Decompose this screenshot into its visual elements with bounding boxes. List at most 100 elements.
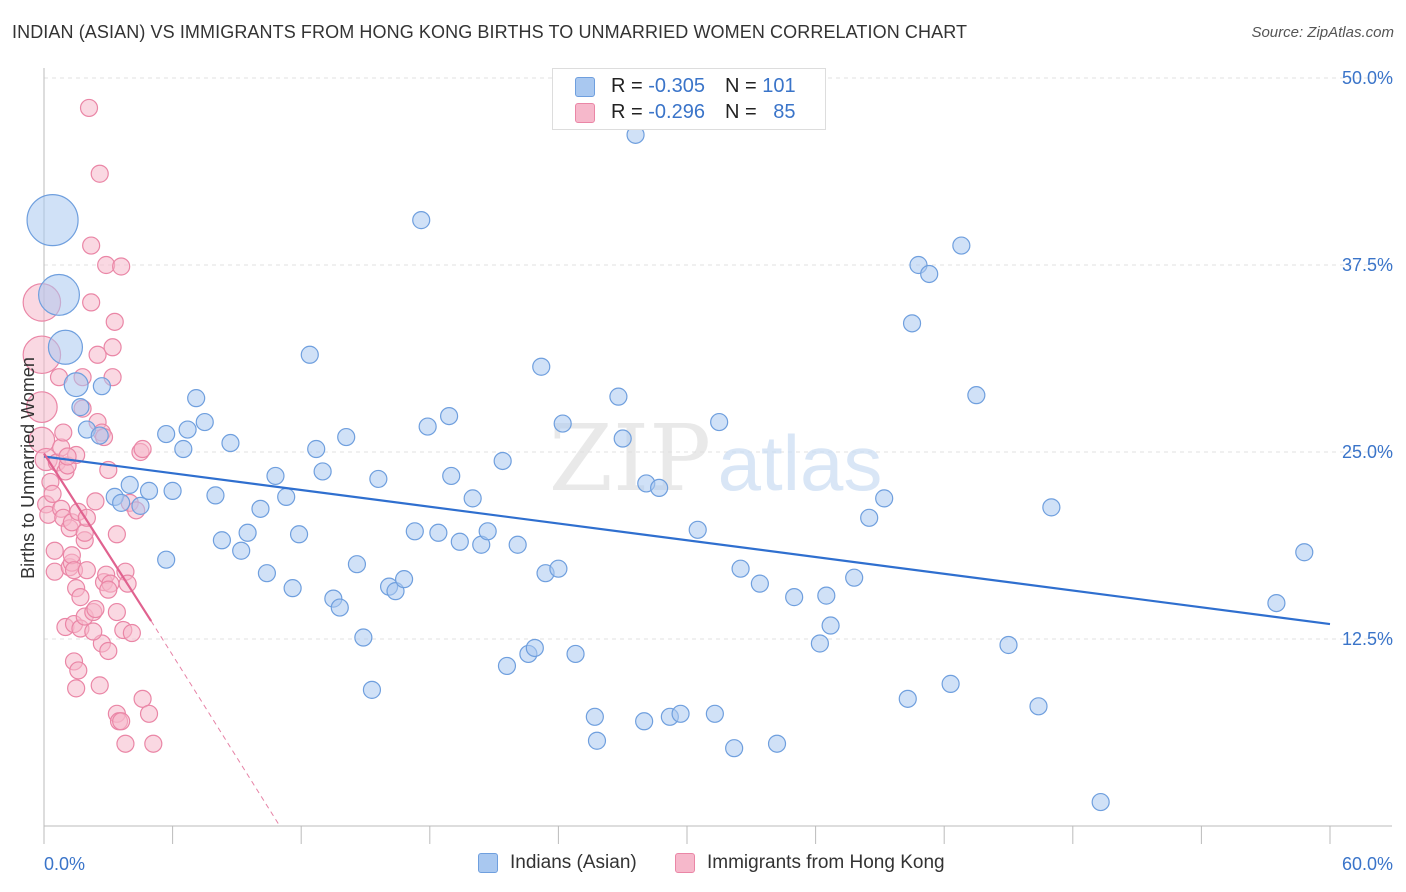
y-tick-label: 50.0% (1342, 68, 1393, 88)
point-hong-kong (112, 712, 131, 731)
point-indians (313, 462, 332, 481)
point-indians (337, 427, 356, 447)
point-indians (131, 496, 150, 515)
point-indians (266, 466, 285, 486)
point-hong-kong (82, 293, 101, 312)
watermark: ZIP atlas (549, 405, 882, 512)
point-hong-kong (71, 588, 90, 607)
point-indians (710, 412, 729, 432)
point-hong-kong (77, 561, 96, 580)
grid-layer (44, 77, 1392, 640)
point-indians (508, 535, 527, 554)
watermark-atlas: atlas (718, 419, 883, 507)
point-indians (212, 531, 231, 550)
point-hong-kong (62, 546, 81, 565)
point-indians (785, 588, 804, 607)
point-indians (941, 674, 960, 693)
point-hong-kong (45, 562, 64, 581)
point-indians (549, 559, 568, 578)
point-indians (238, 523, 257, 542)
point-indians (412, 211, 431, 230)
point-indians (999, 635, 1018, 655)
point-indians (71, 398, 90, 417)
y-tick-label: 12.5% (1342, 629, 1393, 649)
point-indians (902, 314, 922, 333)
chart-title: INDIAN (ASIAN) VS IMMIGRANTS FROM HONG K… (12, 22, 968, 42)
point-hong-kong (116, 734, 135, 753)
point-hong-kong (139, 704, 159, 723)
point-hong-kong (25, 391, 58, 424)
point-indians (307, 439, 326, 459)
point-indians (1267, 593, 1286, 613)
point-indians (330, 598, 349, 617)
point-indians (442, 466, 461, 486)
point-indians (1029, 697, 1048, 716)
point-hong-kong (67, 679, 86, 698)
point-indians (860, 508, 879, 527)
point-indians (478, 522, 497, 541)
x-tick-label-min: 0.0% (44, 854, 85, 874)
point-indians (810, 634, 829, 653)
point-indians (429, 523, 448, 542)
watermark-zip: ZIP (549, 405, 711, 512)
point-hong-kong (122, 623, 141, 643)
legend-text-hong-kong: R = -0.296 N = 85 (611, 101, 796, 123)
point-indians (112, 493, 131, 512)
legend-label-indians: Indians (Asian) (510, 852, 637, 873)
point-hong-kong (45, 541, 64, 560)
point-indians (362, 680, 382, 699)
point-indians (585, 707, 604, 726)
point-indians (232, 541, 251, 560)
point-indians (845, 568, 864, 587)
point-hong-kong (90, 676, 109, 695)
point-hong-kong (97, 255, 116, 275)
correlation-legend: R = -0.305 N = 101 R = -0.296 N = 85 (552, 68, 826, 130)
point-indians (613, 429, 632, 448)
point-hong-kong (54, 423, 73, 442)
point-indians (898, 689, 917, 708)
point-hong-kong (90, 164, 109, 183)
point-indians (952, 236, 971, 255)
source-label: Source: ZipAtlas.com (1251, 24, 1394, 41)
point-indians (750, 574, 769, 593)
point-indians (725, 739, 744, 758)
point-hong-kong (88, 345, 107, 364)
point-indians (418, 417, 437, 436)
point-indians (300, 345, 319, 364)
point-indians (63, 372, 89, 398)
legend-swatch-indians (478, 853, 498, 873)
trend-lines (43, 452, 1331, 827)
point-indians (120, 475, 139, 495)
point-indians (251, 499, 270, 518)
legend-swatch-hong-kong (675, 853, 695, 873)
point-indians (354, 628, 373, 647)
point-indians (587, 731, 607, 750)
point-indians (277, 487, 296, 506)
point-indians (450, 532, 469, 551)
y-axis-title: Births to Unmarried Women (18, 357, 38, 579)
point-hong-kong (79, 98, 99, 118)
point-indians (394, 570, 414, 589)
point-indians (283, 579, 302, 598)
point-indians (821, 616, 840, 635)
trend-line-indians (43, 455, 1331, 626)
point-indians (525, 638, 544, 658)
point-indians (688, 520, 707, 539)
point-indians (221, 433, 240, 453)
series-hong-kong-points (22, 98, 163, 753)
point-indians (187, 389, 206, 408)
point-hong-kong (99, 641, 118, 661)
point-indians (650, 478, 669, 498)
point-indians (532, 357, 551, 376)
point-indians (635, 712, 654, 731)
point-hong-kong (99, 580, 118, 599)
point-indians (195, 412, 214, 432)
point-indians (26, 194, 79, 247)
point-indians (157, 550, 176, 569)
point-indians (609, 387, 628, 406)
point-hong-kong (144, 734, 163, 753)
point-indians (875, 489, 894, 508)
point-indians (967, 386, 986, 405)
trend-extension-hong-kong (150, 620, 281, 827)
n-value-hong-kong: 85 (773, 101, 796, 123)
